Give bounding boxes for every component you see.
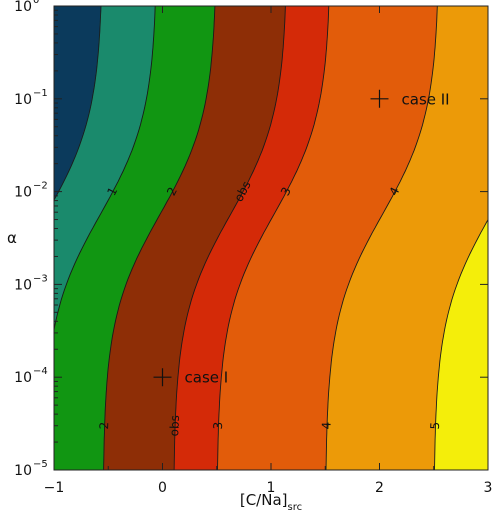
contour-line xyxy=(325,6,438,470)
x-tick-label: 0 xyxy=(158,480,167,496)
contour-line xyxy=(54,6,102,202)
case-markers: case I case II xyxy=(153,89,450,387)
y-tick-label: 10 xyxy=(14,463,32,479)
case-marker-label: case II xyxy=(402,90,450,108)
x-tick-label: 2 xyxy=(375,480,384,496)
x-tick-label: 1 xyxy=(267,480,276,496)
contour-label: 5 xyxy=(428,422,442,430)
x-axis-title: [C/Na]src xyxy=(240,491,302,513)
contour-line xyxy=(173,6,286,470)
contour-label: 3 xyxy=(211,422,225,430)
x-axis-title-subscript: src xyxy=(288,502,303,513)
contour-line xyxy=(434,218,488,470)
contour-line xyxy=(54,6,156,333)
contour-line xyxy=(217,6,330,470)
y-tick-label: 10 xyxy=(14,92,32,108)
x-tick-label: 3 xyxy=(484,480,493,496)
contour-label: 4 xyxy=(319,422,333,430)
y-tick-exponent: −3 xyxy=(33,273,48,284)
y-tick-label: 10 xyxy=(14,185,32,201)
contour-label: 2 xyxy=(97,422,111,430)
y-tick-label: 10 xyxy=(14,277,32,293)
case-marker xyxy=(370,89,389,108)
contour-lines xyxy=(54,6,488,470)
case-marker-label: case I xyxy=(185,369,229,387)
y-tick-exponent: −1 xyxy=(33,88,48,99)
x-tick-label: −1 xyxy=(44,480,65,496)
contour-label: obs xyxy=(167,415,182,437)
y-tick-exponent: 0 xyxy=(33,0,39,6)
y-axis-title: α xyxy=(7,229,17,247)
y-tick-exponent: −2 xyxy=(33,181,48,192)
contour-bands xyxy=(54,6,488,470)
x-axis: −1 0 1 2 3 xyxy=(44,6,493,496)
y-tick-label: 10 xyxy=(14,0,32,15)
y-tick-exponent: −5 xyxy=(33,459,48,470)
y-tick-exponent: −4 xyxy=(33,366,48,377)
contour-band xyxy=(54,6,102,201)
case-marker xyxy=(153,368,172,387)
y-tick-label: 10 xyxy=(14,370,32,386)
contour-line xyxy=(103,6,216,470)
